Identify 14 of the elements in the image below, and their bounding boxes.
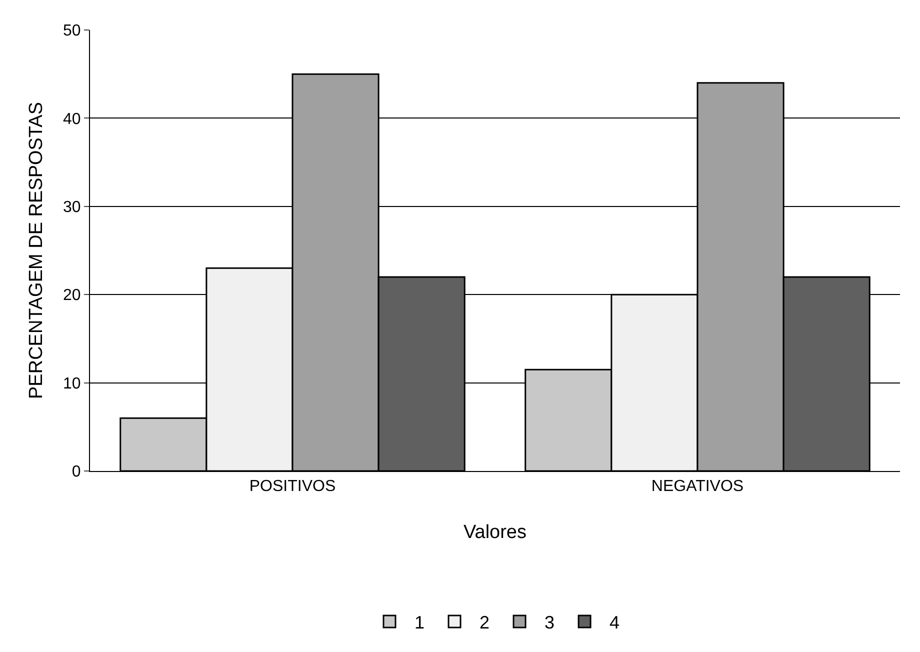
x-tick-label: POSITIVOS (249, 478, 336, 496)
y-tick-label: 50 (63, 22, 81, 40)
y-tick-label: 30 (63, 199, 81, 216)
legend-label: 4 (610, 612, 620, 633)
y-tick-label: 10 (63, 375, 81, 392)
legend-label: 1 (414, 612, 425, 633)
legend-label: 2 (480, 612, 490, 633)
y-tick-label: 20 (63, 287, 81, 304)
x-axis-title: Valores (463, 522, 527, 543)
y-tick-label: 40 (63, 110, 81, 128)
y-tick-label: 0 (72, 464, 81, 481)
legend-label: 3 (544, 612, 555, 633)
y-axis-title: PERCENTAGEM DE RESPOSTAS (26, 102, 47, 400)
x-tick-label: NEGATIVOS (651, 478, 744, 496)
